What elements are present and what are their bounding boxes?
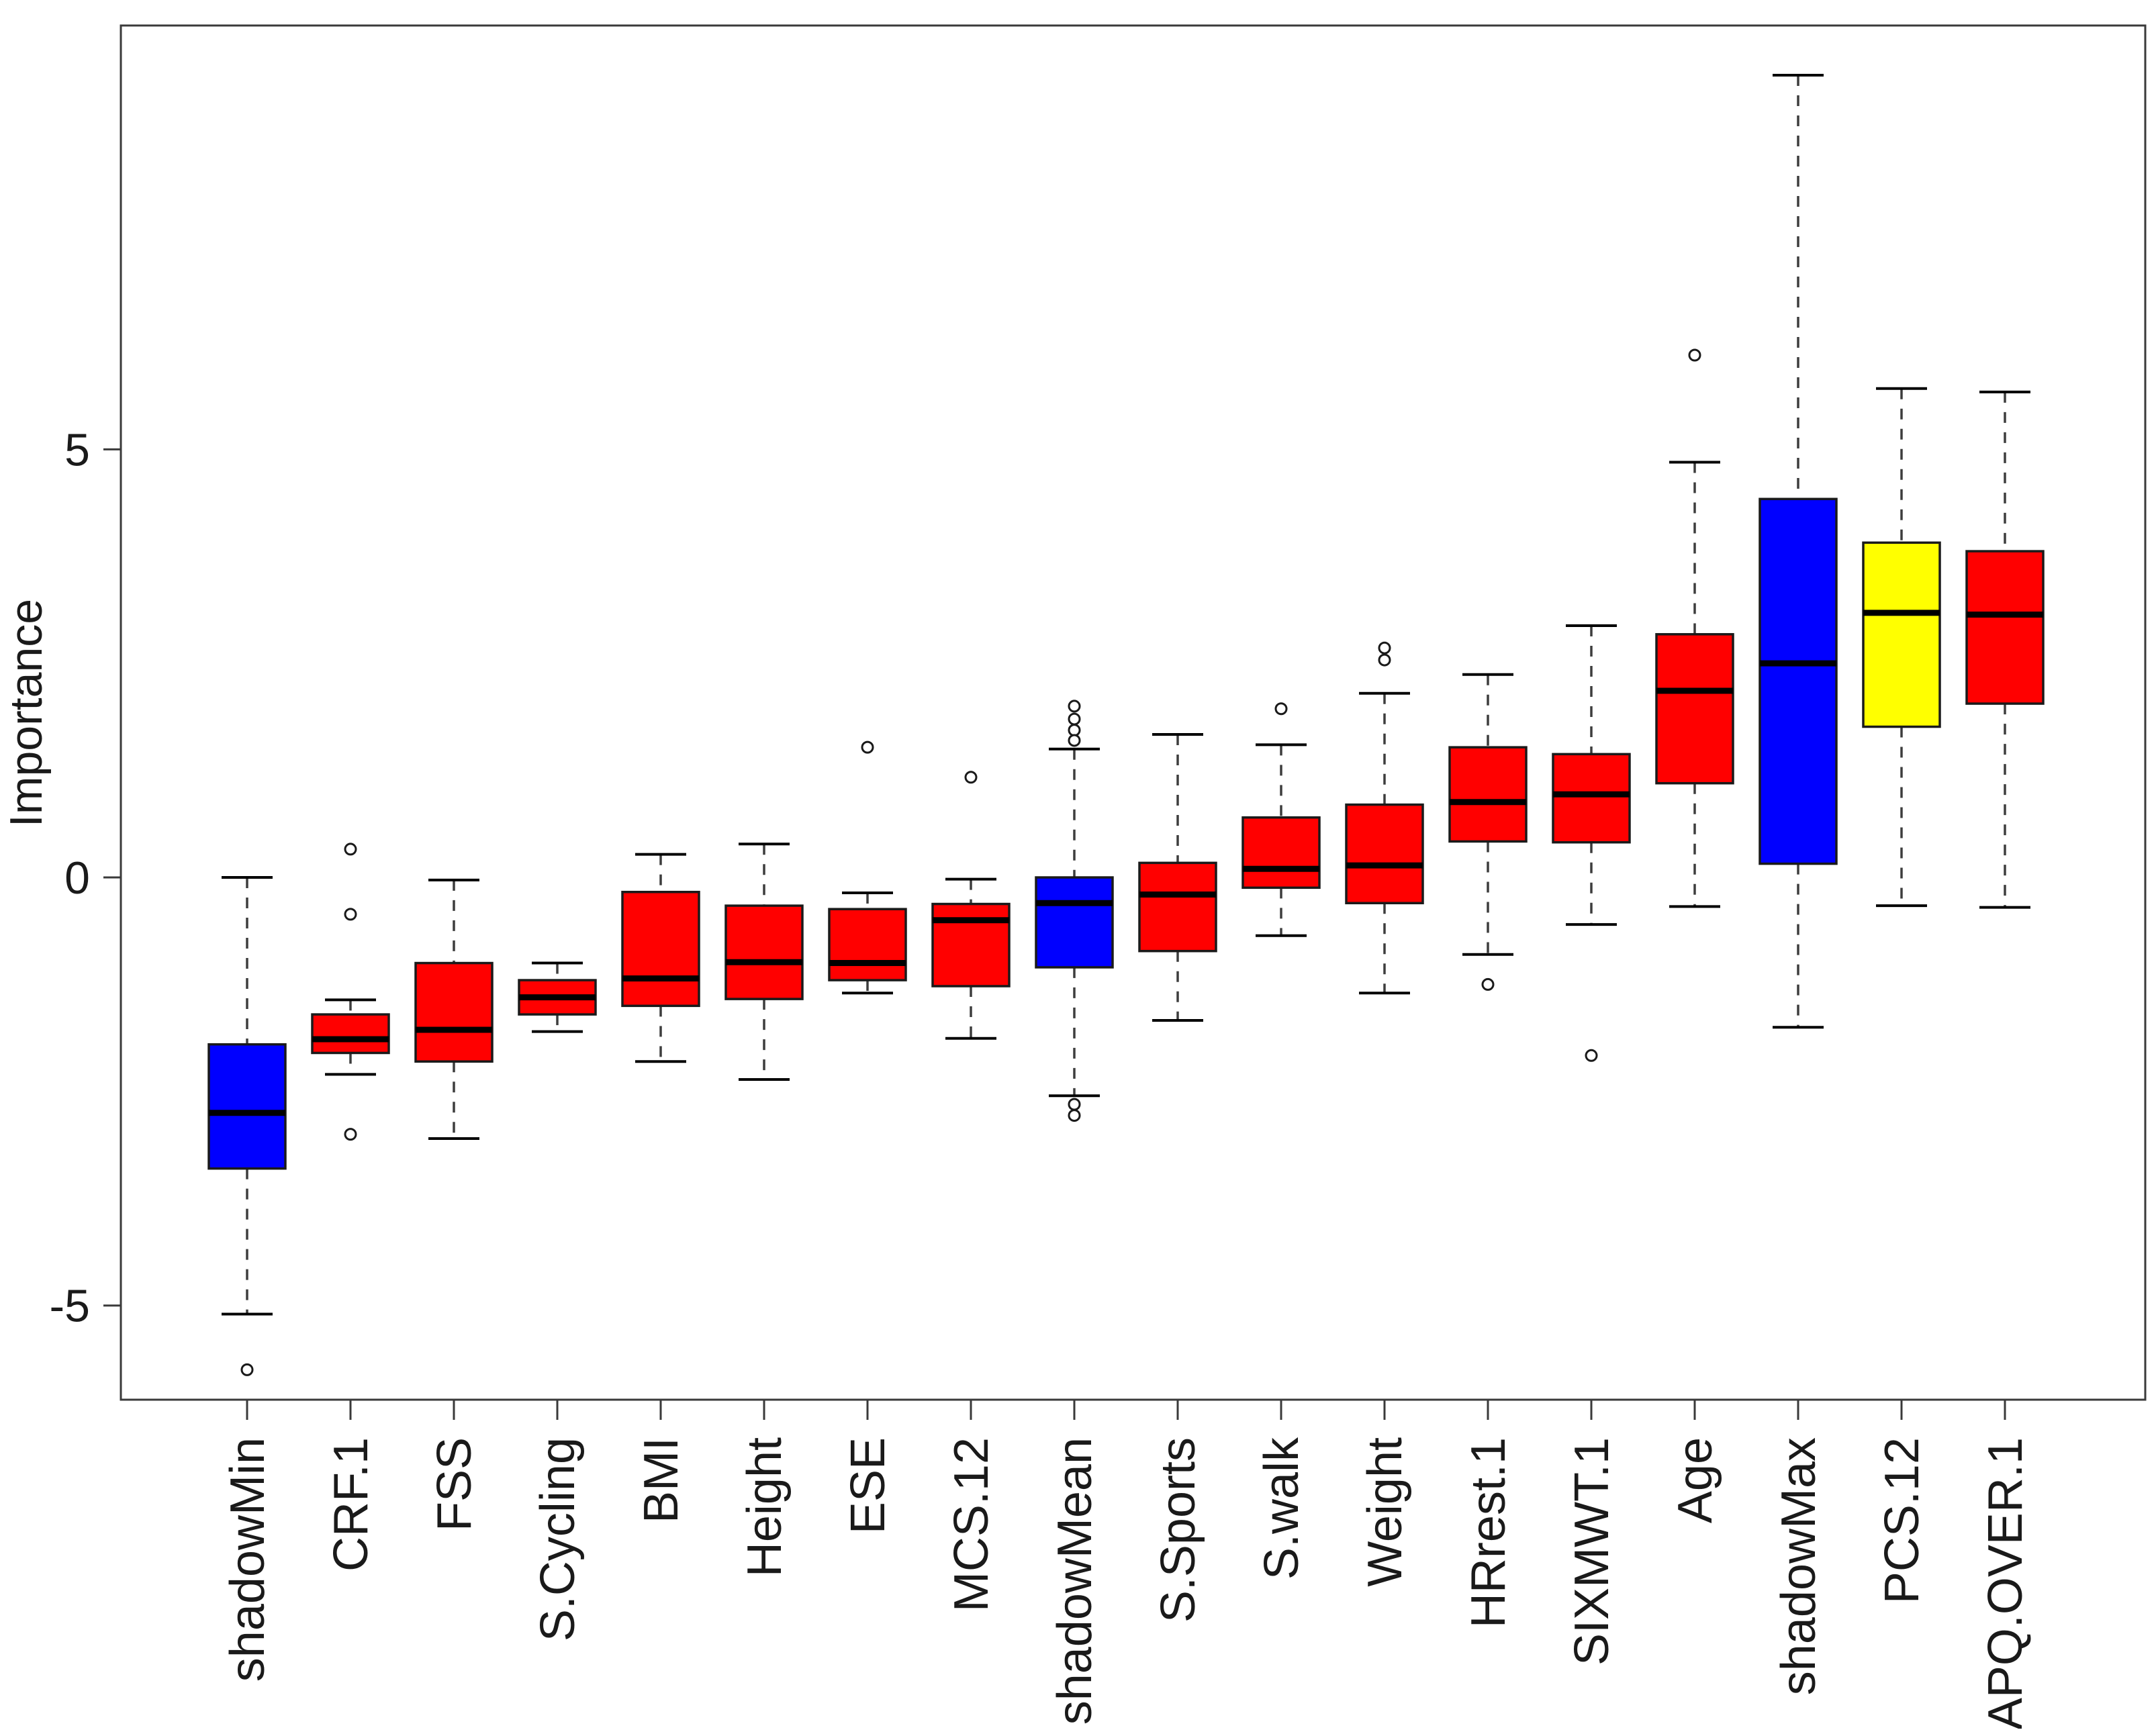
- box-group-shadowMin: [207, 876, 287, 1376]
- box-group-MCS.12: [931, 771, 1011, 1040]
- outlier-point: [1585, 1049, 1598, 1062]
- outlier-point: [1068, 1109, 1081, 1122]
- x-tick-label: Age: [1669, 1437, 1722, 1523]
- y-tick-label: 5: [64, 424, 90, 475]
- x-tick-label: MCS.12: [945, 1437, 998, 1612]
- x-tick-label: shadowMin: [221, 1437, 275, 1682]
- outlier-point: [344, 908, 357, 921]
- x-tick-label: BMI: [635, 1437, 688, 1523]
- iqr-box: [1965, 550, 2045, 705]
- x-tick-label: CRF.1: [324, 1437, 378, 1572]
- x-tick-label: ESE: [841, 1437, 895, 1534]
- iqr-box: [1655, 633, 1734, 785]
- iqr-box: [1241, 816, 1321, 889]
- x-tick-label: shadowMean: [1048, 1437, 1102, 1725]
- outlier-point: [1068, 700, 1081, 713]
- box-group-shadowMean: [1035, 700, 1114, 1122]
- box-group-Height: [724, 843, 804, 1081]
- outlier-point: [964, 771, 978, 784]
- iqr-box: [1035, 876, 1114, 969]
- outlier-point: [1068, 1098, 1081, 1111]
- iqr-box: [1448, 746, 1528, 843]
- outlier-point: [1068, 712, 1081, 726]
- x-tick-label: S.Cycling: [531, 1437, 585, 1641]
- x-tick-label: S.walk: [1255, 1437, 1309, 1580]
- iqr-box: [828, 908, 907, 981]
- x-tick-label: Height: [738, 1437, 792, 1577]
- x-tick-label: FSS: [428, 1437, 481, 1531]
- outlier-point: [344, 1128, 357, 1141]
- iqr-box: [1345, 803, 1424, 905]
- outlier-point: [861, 740, 874, 754]
- outlier-point: [1068, 724, 1081, 737]
- box-group-PCS.12: [1862, 387, 1941, 908]
- outlier-point: [1688, 348, 1701, 362]
- iqr-box: [931, 902, 1011, 988]
- x-axis: shadowMin CRF.1 FSS S.Cycling BMI Height ESE MC…: [221, 1400, 2032, 1730]
- box-group-ESE: [828, 740, 907, 995]
- iqr-box: [621, 890, 700, 1008]
- box-group-shadowMax: [1759, 73, 1838, 1029]
- box-group-S.Cycling: [518, 961, 597, 1033]
- outlier-point: [344, 843, 357, 856]
- x-tick-label: HRrest.1: [1462, 1437, 1515, 1628]
- outlier-point: [240, 1363, 254, 1376]
- plot-frame: [120, 24, 2147, 1401]
- x-tick-label: shadowMax: [1772, 1437, 1826, 1695]
- iqr-box: [414, 961, 494, 1063]
- box-group-S.walk: [1241, 702, 1321, 937]
- iqr-box: [311, 1013, 390, 1055]
- x-tick-label: Weight: [1358, 1437, 1412, 1587]
- outlier-point: [1068, 734, 1081, 747]
- box-group-HRrest.1: [1448, 673, 1528, 991]
- box-group-S.Sports: [1138, 733, 1217, 1022]
- x-tick-label: SIXMWT.1: [1565, 1437, 1619, 1666]
- iqr-box: [1759, 497, 1838, 865]
- x-tick-label: PCS.12: [1875, 1437, 1929, 1604]
- boxplot-series: [207, 73, 2045, 1376]
- y-tick-label: -5: [50, 1281, 90, 1332]
- x-tick-label: S.Sports: [1152, 1437, 1205, 1623]
- box-group-Weight: [1345, 641, 1424, 995]
- y-axis-title: Importance: [1, 599, 52, 827]
- box-group-Age: [1655, 348, 1734, 908]
- iqr-box: [1862, 541, 1941, 728]
- outlier-point: [1378, 641, 1391, 655]
- iqr-box: [207, 1043, 287, 1170]
- outlier-point: [1378, 653, 1391, 667]
- x-tick-label: APQ.OVER.1: [1979, 1437, 2032, 1729]
- outlier-point: [1274, 702, 1288, 716]
- iqr-box: [1138, 861, 1217, 953]
- box-group-CRF.1: [311, 843, 390, 1141]
- y-tick-label: 0: [64, 853, 90, 904]
- box-group-APQ.OVER.1: [1965, 390, 2045, 909]
- y-axis: 5 0 -5: [50, 424, 121, 1332]
- box-group-FSS: [414, 878, 494, 1141]
- iqr-box: [724, 904, 804, 1000]
- iqr-box: [1552, 753, 1631, 844]
- outlier-point: [1481, 977, 1495, 991]
- plot-border: [120, 24, 2147, 1401]
- box-group-BMI: [621, 853, 700, 1063]
- box-group-SIXMWT.1: [1552, 624, 1631, 1062]
